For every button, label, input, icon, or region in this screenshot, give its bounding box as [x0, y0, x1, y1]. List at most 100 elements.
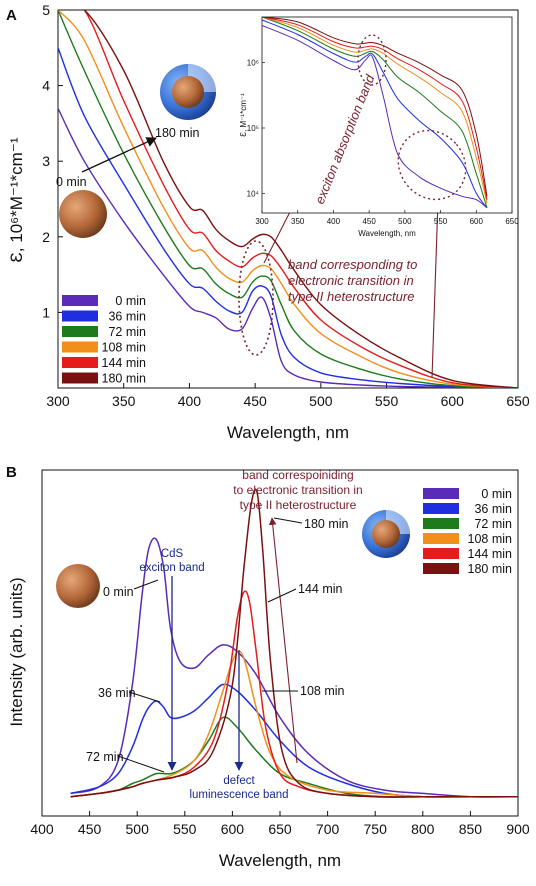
- inset-y-tick-label: 10⁴: [247, 189, 260, 198]
- panel-a-x-axis: 300 350 400 450 500 550 600 650: [46, 383, 530, 409]
- b-legend-swatch-5: [423, 563, 459, 574]
- inset-x-tick-label: 300: [255, 217, 269, 226]
- inset-curves: [262, 17, 488, 209]
- a-legend-label-1: 36 min: [108, 310, 146, 324]
- a-series-line-2: [58, 10, 518, 388]
- a-y-tick-label: 2: [42, 229, 50, 245]
- a-y-tick-label: 4: [42, 78, 50, 94]
- b-band-label-line-2: to electronic transition in: [233, 483, 362, 497]
- panel-b-x-axis-label: Wavelength, nm: [219, 851, 341, 870]
- curve-leader-1: [128, 691, 161, 703]
- a-legend-label-0: 0 min: [115, 294, 146, 308]
- a-x-tick-label: 650: [506, 393, 530, 409]
- inset-y-tick-label: 10⁶: [247, 59, 259, 68]
- panel-b-x-axis: 400 450 500 550 600 650 700 750 800 850 900: [30, 811, 530, 837]
- inset-x-tick-label: 450: [362, 217, 376, 226]
- b-x-tick-label: 400: [30, 821, 54, 837]
- b-legend-label-1: 36 min: [474, 502, 512, 516]
- inset-x-tick-label: 350: [291, 217, 305, 226]
- a-series-line-3: [58, 10, 518, 388]
- b-x-tick-label: 500: [126, 821, 150, 837]
- panel-a-y-axis: 1 2 3 4 5: [42, 2, 63, 320]
- b-legend-label-4: 144 min: [468, 547, 513, 561]
- a-legend-swatch-3: [62, 341, 98, 353]
- inset-x-axis: 300 350 400 450 500 550 600 650: [255, 210, 519, 226]
- b-legend-swatch-0: [423, 488, 459, 499]
- b-series-line-1: [70, 683, 518, 798]
- a-legend-label-4: 144 min: [102, 356, 147, 370]
- a-x-tick-label: 600: [441, 393, 465, 409]
- b-legend-swatch-2: [423, 518, 459, 529]
- curve-label-4: 144 min: [298, 582, 343, 596]
- a-x-tick-label: 400: [178, 393, 202, 409]
- b-legend-label-3: 108 min: [468, 532, 513, 546]
- b-x-tick-label: 800: [411, 821, 435, 837]
- panel-a-x-axis-label: Wavelength, nm: [227, 423, 349, 442]
- curve-leader-4: [267, 588, 297, 603]
- b-x-tick-label: 450: [78, 821, 102, 837]
- panel-a-y-axis-label: Ɛ, 10⁶*M⁻¹*cm⁻¹: [7, 137, 26, 262]
- panel-b-y-axis-label: Intensity (arb. units): [7, 577, 26, 726]
- band-label-line-1: band corresponding to: [288, 257, 417, 272]
- band-label-line-2: electronic transition in: [288, 273, 414, 288]
- inset-series-line-4: [262, 17, 488, 200]
- inset-y-tick-label: 10⁵: [247, 124, 259, 133]
- b-legend-swatch-4: [423, 548, 459, 559]
- a-legend-swatch-1: [62, 310, 98, 322]
- cds-label-line-1: CdS: [161, 548, 184, 560]
- inset-series-line-5: [262, 17, 488, 197]
- cds-label-line-2: exciton band: [139, 562, 204, 574]
- a-x-tick-label: 500: [309, 393, 333, 409]
- a-legend-swatch-2: [62, 326, 98, 337]
- inset-exciton-marker: [357, 34, 387, 86]
- band-arrow: [431, 199, 442, 379]
- inset-x-tick-label: 650: [505, 217, 519, 226]
- curve-leader-2: [117, 755, 165, 773]
- a-legend-label-2: 72 min: [108, 325, 146, 339]
- b-legend-label-2: 72 min: [474, 517, 512, 531]
- core-nanoparticle-icon: [59, 190, 107, 238]
- curve-label-2: 72 min: [86, 750, 124, 764]
- b-series-line-3: [70, 650, 518, 798]
- a-y-tick-label: 1: [42, 304, 50, 320]
- b-series-line-4: [70, 590, 518, 798]
- a-legend-label-3: 108 min: [102, 341, 147, 355]
- defect-label-line-2: luminescence band: [189, 789, 288, 801]
- core-nanoparticle-icon-b: [56, 564, 100, 608]
- b-legend-swatch-1: [423, 503, 459, 514]
- panel-b-label: B: [6, 464, 17, 481]
- inset-series-line-3: [262, 17, 488, 204]
- annotation-start: 0 min: [56, 175, 87, 189]
- b-x-tick-label: 700: [316, 821, 340, 837]
- b-x-tick-label: 750: [364, 821, 388, 837]
- b-legend-label-0: 0 min: [481, 487, 512, 501]
- a-series-line-1: [58, 47, 518, 388]
- a-legend-swatch-4: [62, 357, 98, 368]
- a-x-tick-label: 550: [375, 393, 399, 409]
- b-series-line-0: [70, 537, 518, 798]
- a-y-tick-label: 5: [42, 2, 50, 18]
- b-series-line-5: [70, 488, 518, 798]
- b-x-tick-label: 650: [268, 821, 292, 837]
- inset-x-tick-label: 400: [327, 217, 341, 226]
- inset-series-line-1: [262, 19, 488, 209]
- inset-plot: 300 350 400 450 500 550 600 650 10⁴ 10⁵ 10⁶ Wavel…: [239, 16, 519, 238]
- a-x-tick-label: 450: [243, 393, 267, 409]
- a-legend-swatch-5: [62, 372, 98, 384]
- inset-x-tick-label: 600: [470, 217, 484, 226]
- b-x-tick-label: 550: [173, 821, 197, 837]
- core-shell-nanoparticle-icon-b: [362, 510, 410, 558]
- band-label-line-3: type II heterostructure: [288, 289, 414, 304]
- inset-series-line-0: [262, 25, 488, 209]
- curve-label-5: 180 min: [304, 517, 349, 531]
- inset-x-tick-label: 500: [398, 217, 412, 226]
- inset-series-line-2: [262, 17, 488, 208]
- core-shell-nanoparticle-icon: [160, 64, 216, 120]
- b-legend-swatch-3: [423, 533, 459, 544]
- inset-y-axis-label: Ɛ, M⁻¹*cm⁻¹: [239, 93, 248, 137]
- b-band-label-line-1: band correspoiniding: [242, 468, 353, 482]
- a-legend-swatch-0: [62, 295, 98, 306]
